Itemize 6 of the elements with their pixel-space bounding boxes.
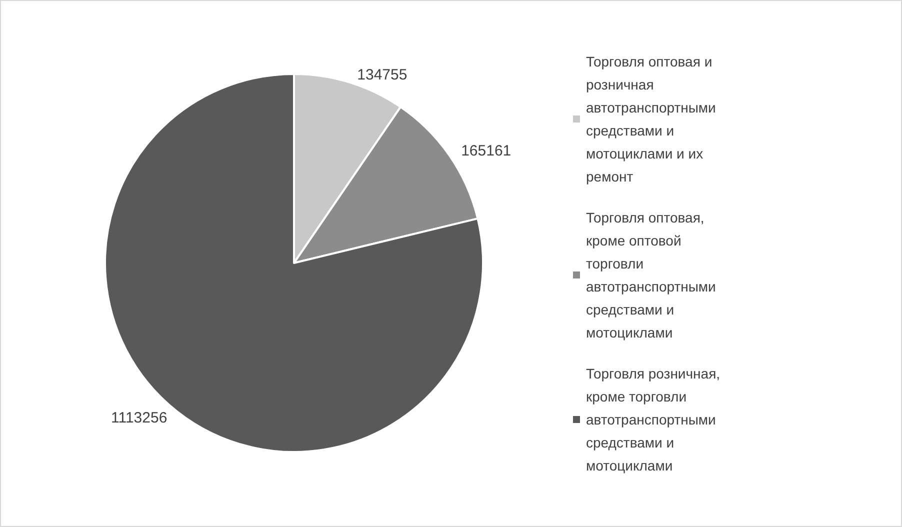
data-label: 165161	[461, 142, 512, 160]
data-label: 134755	[357, 66, 408, 84]
legend-label: Торговля розничная, кроме торговли автотранспортными средствами и мотоциклами	[586, 366, 724, 474]
data-label: 1113256	[111, 409, 168, 426]
legend-label: Торговля оптовая и розничная автотранспортными средствами и мотоциклами и их ремонт	[586, 54, 720, 184]
legend-label: Торговля оптовая, кроме оптовой торговли автотранспортными средствами и мотоциклами	[586, 210, 720, 340]
